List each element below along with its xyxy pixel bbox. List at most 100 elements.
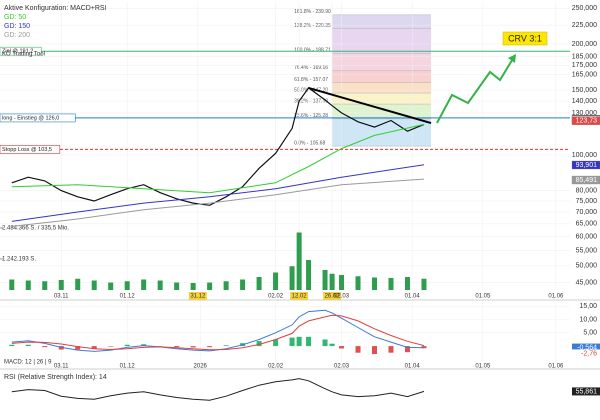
level-label-box	[0, 145, 61, 154]
volume-tick-label: 2.484.366 S. / 335,5 Mio.	[2, 225, 69, 231]
y-tick-label: 165,000	[572, 72, 597, 79]
x-tick-label: 03.11	[54, 294, 69, 300]
volume-bar	[355, 276, 361, 290]
volume-bar	[9, 279, 15, 290]
chart-title: Aktive Konfiguration: MACD+RSI	[4, 5, 107, 12]
macd-histogram-bar	[289, 337, 295, 347]
value-marker	[572, 343, 600, 352]
fib-band	[332, 70, 432, 83]
macd-histogram-bar	[91, 346, 97, 349]
macd-histogram-bar	[207, 346, 213, 348]
macd-histogram-bar	[355, 346, 361, 353]
volume-bar	[306, 260, 312, 290]
annotation-box	[502, 31, 548, 46]
volume-bar	[190, 283, 196, 290]
fib-band	[332, 14, 432, 29]
x-tick-label: 02.02	[268, 294, 284, 300]
macd-histogram-bar	[108, 346, 114, 347]
macd-histogram-bar	[388, 346, 394, 353]
macd-histogram-bar	[190, 346, 196, 348]
price-marker-label: 123,73	[576, 118, 598, 125]
volume-bar	[339, 275, 345, 290]
fib-band	[332, 104, 432, 119]
value-marker-label: -0,564	[577, 344, 597, 351]
macd-histogram-bar	[296, 336, 302, 347]
y-tick-label: 250,000	[572, 5, 597, 12]
macd-histogram-bar	[372, 346, 378, 355]
y-tick-label: 50,000	[576, 263, 598, 270]
x-tick-label: 01.12	[120, 294, 136, 300]
price-line	[11, 87, 425, 206]
volume-bar	[296, 232, 302, 290]
volume-bar	[388, 278, 394, 290]
fib-label: 100.0% - 188.71	[294, 48, 331, 54]
level-note: KO Trading Tool	[2, 52, 45, 58]
macd-line	[11, 309, 425, 352]
price-marker	[571, 116, 600, 125]
macd-line	[11, 314, 425, 351]
arrow-head	[508, 54, 516, 63]
y-tick-label: 200,000	[572, 41, 597, 48]
fib-band	[332, 28, 432, 54]
x-tick-label: 01.06	[548, 364, 564, 370]
x-tick-label: 02.03	[334, 364, 350, 370]
x-tick-highlight	[290, 292, 309, 300]
x-tick-label: 01.06	[548, 294, 564, 300]
y-tick-label: 140,000	[572, 98, 597, 105]
volume-bar	[273, 272, 279, 290]
macd-histogram-bar	[339, 346, 345, 349]
fib-label: 23.6% - 125.28	[294, 113, 328, 119]
x-tick-label: 31.12	[190, 294, 206, 300]
price-marker-label: 93,901	[576, 162, 598, 169]
macd-histogram-bar	[9, 344, 15, 347]
macd-histogram-bar	[124, 344, 130, 347]
level-label: long - Einstieg @ 126,0	[2, 115, 59, 121]
volume-bar	[141, 279, 147, 290]
y-tick-label: 130,000	[572, 110, 597, 117]
volume-bar	[157, 280, 163, 290]
y-tick-label: 80,000	[576, 187, 598, 194]
macd-histogram-bar	[322, 339, 328, 347]
value-marker	[572, 387, 600, 396]
volume-bar	[240, 279, 246, 290]
fib-label: 161.8% - 239.90	[294, 9, 331, 15]
x-tick-label: 03.11	[54, 364, 69, 370]
legend-entry: GD: 150	[4, 23, 30, 30]
fib-label: 76.4% - 169.16	[294, 65, 328, 71]
volume-bar	[223, 281, 229, 290]
macd-histogram-bar	[174, 346, 180, 348]
macd-histogram-bar	[42, 346, 48, 348]
volume-bar	[25, 280, 31, 290]
macd-histogram-bar	[256, 341, 262, 347]
fib-label: 38.2% - 137.40	[294, 98, 328, 104]
volume-bar	[256, 277, 262, 290]
x-tick-label: 02.03	[334, 294, 350, 300]
volume-bar	[372, 277, 378, 290]
y-tick-label: 60,000	[576, 234, 598, 241]
fib-band	[332, 53, 432, 71]
y-tick-label: 70,000	[576, 209, 598, 216]
rsi-line	[11, 378, 425, 401]
volume-tick-label: 1.242.193 S.	[2, 257, 36, 263]
y-tick-label: 185,000	[572, 53, 597, 60]
y-tick-label: 100,000	[572, 152, 597, 159]
x-tick-label: 01.04	[405, 294, 421, 300]
macd-histogram-bar	[306, 336, 312, 347]
y-tick-label: 10,00	[579, 316, 597, 323]
volume-bar	[329, 273, 335, 290]
y-tick-label: 5,00	[583, 330, 597, 337]
x-tick-label: 01.04	[405, 364, 421, 370]
legend-entry: GD: 50	[4, 14, 26, 21]
price-marker	[571, 175, 600, 185]
fib-band	[332, 93, 432, 105]
volume-bar	[58, 280, 64, 290]
macd-histogram-bar	[223, 345, 229, 347]
y-tick-label: 15,00	[579, 303, 597, 310]
target-arrow	[436, 56, 515, 124]
macd-histogram-bar	[25, 344, 31, 347]
macd-title: MACD: 12 | 26 | 9	[4, 360, 52, 366]
annotation: CRV 3:1	[508, 33, 542, 43]
